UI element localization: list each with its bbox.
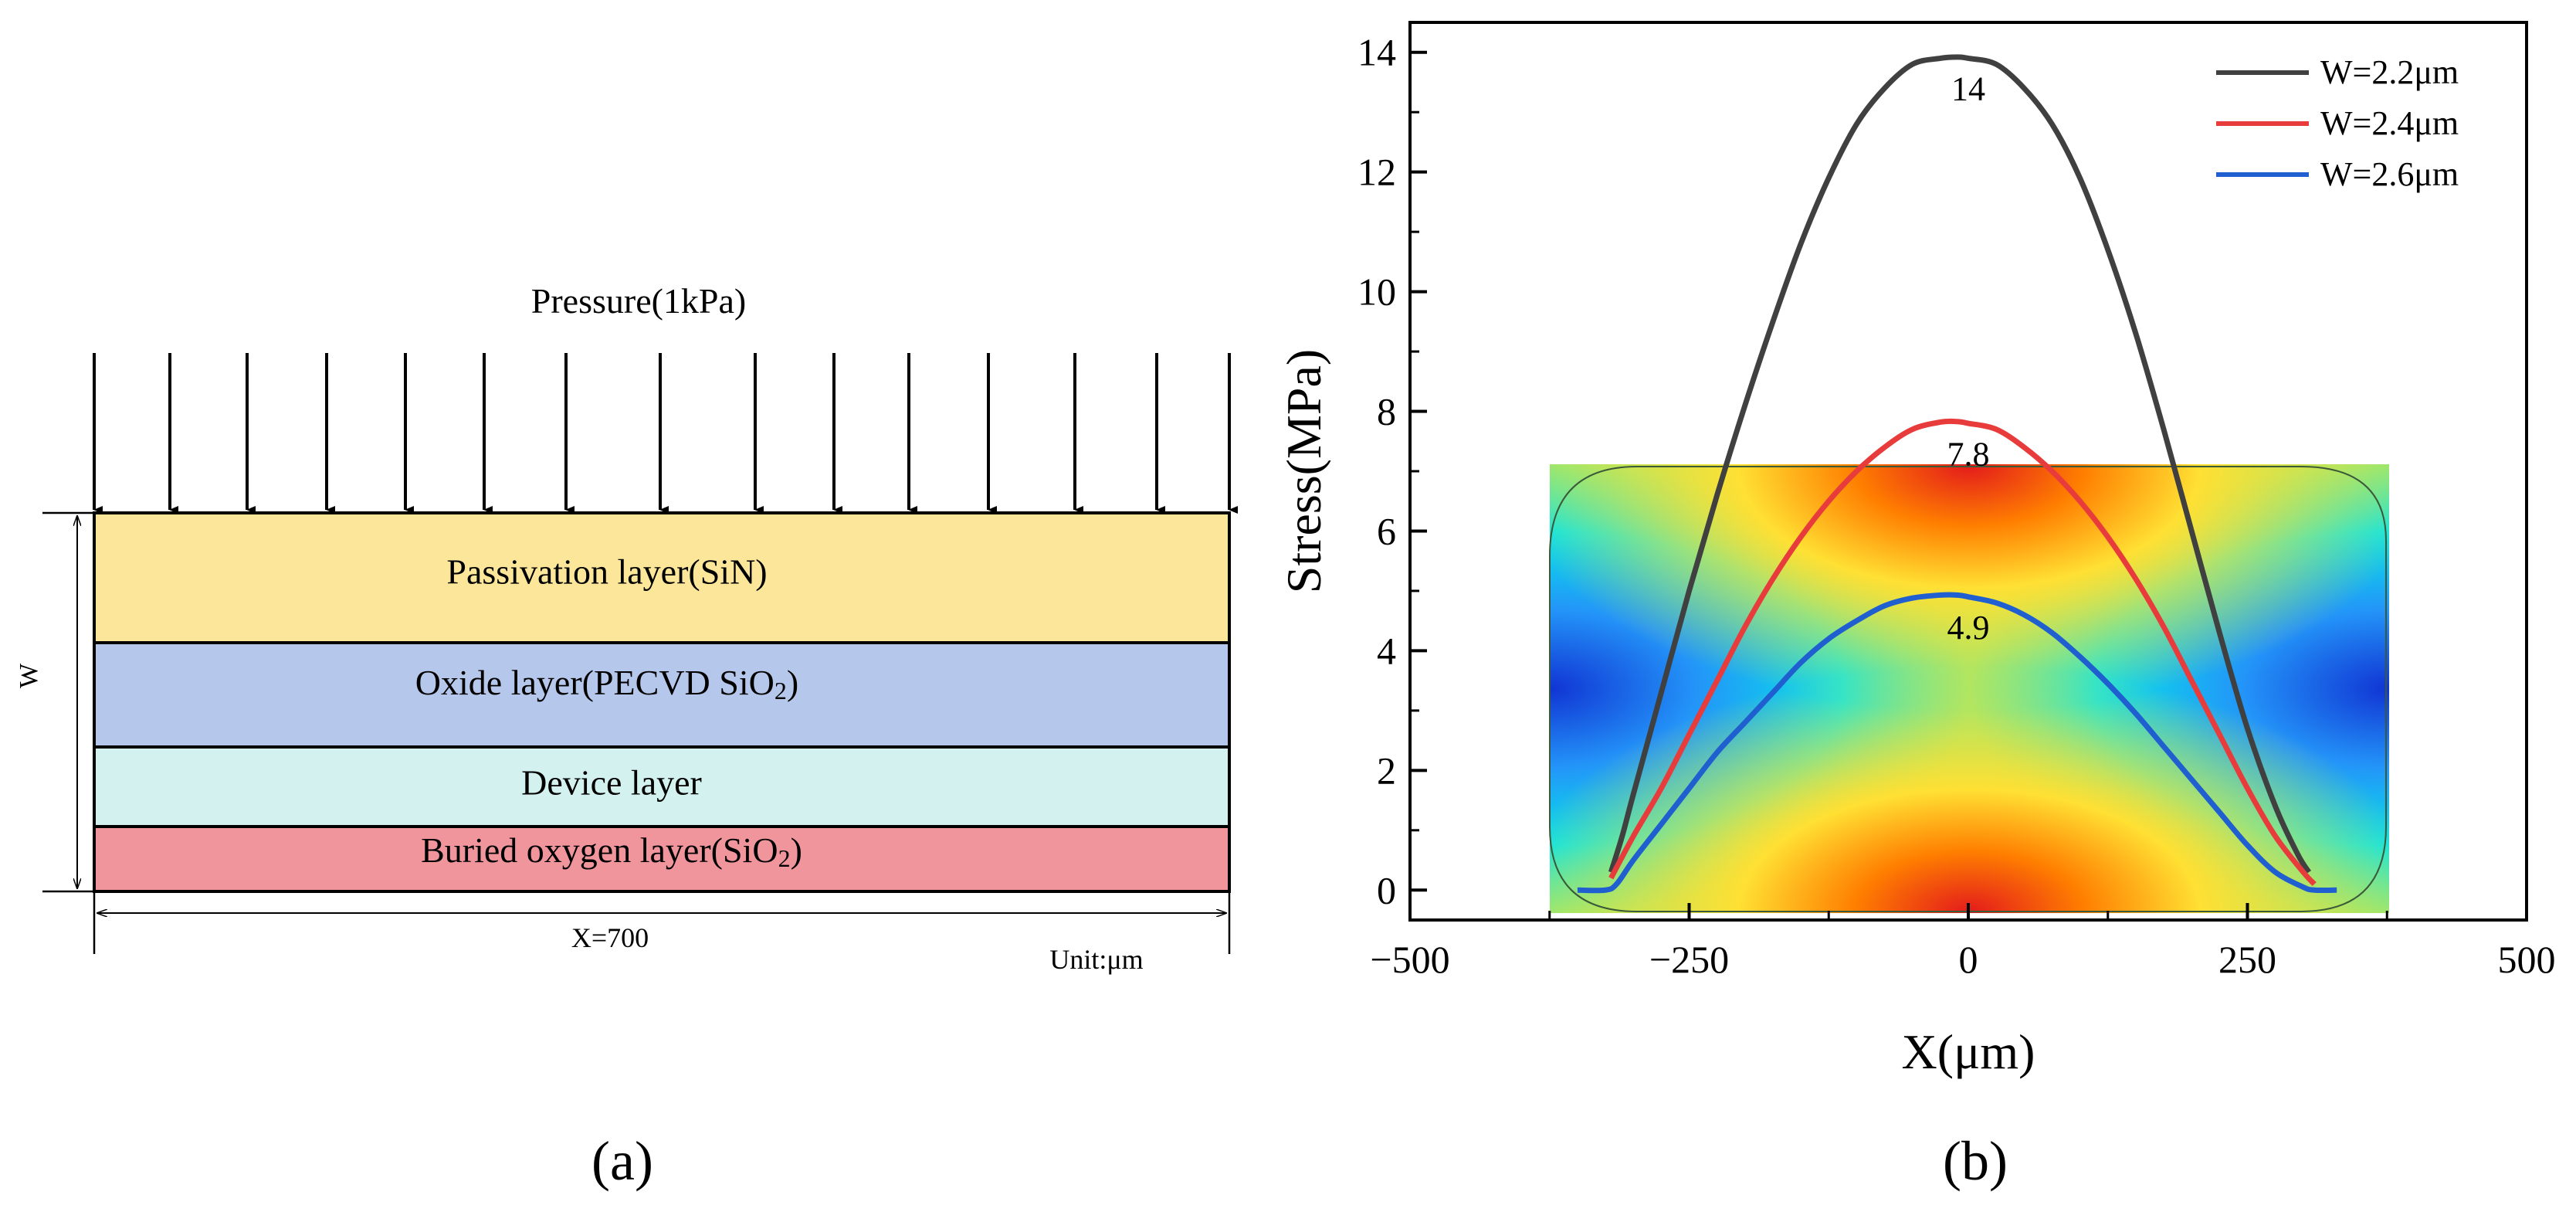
y-axis-label: Stress(MPa) bbox=[1276, 349, 1331, 593]
y-tick-label: 0 bbox=[1377, 868, 1396, 912]
layer-label: Passivation layer(SiN) bbox=[446, 552, 767, 592]
x-tick-label: 500 bbox=[2498, 938, 2556, 981]
series-line-2 bbox=[1608, 418, 2317, 886]
series-line-1 bbox=[1608, 54, 2312, 874]
y-tick-label: 6 bbox=[1377, 509, 1396, 552]
layer-rect bbox=[93, 511, 1231, 644]
y-tick-label: 4 bbox=[1377, 629, 1396, 672]
x-axis-label: X(μm) bbox=[1902, 1024, 2035, 1079]
caption-b: (b) bbox=[1943, 1130, 2008, 1192]
legend-entry-w22: W=2.2μm bbox=[2216, 53, 2459, 91]
unit-label: Unit:μm bbox=[1049, 944, 1143, 975]
x-tick-label: −250 bbox=[1649, 938, 1729, 981]
series-lines bbox=[1577, 54, 2337, 894]
x-tick-label: 0 bbox=[1959, 938, 1978, 981]
peak-annotation: 7.8 bbox=[1947, 435, 1990, 473]
legend-label: W=2.4μm bbox=[2320, 104, 2459, 142]
layer-rect bbox=[93, 641, 1231, 749]
pressure-arrows bbox=[93, 353, 1238, 514]
chart-b: −500 −250 0 250 500 0 2 4 6 8 10 12 14 14 7.8 4.9 W=2.… bbox=[1276, 21, 2556, 1192]
layer-label: Device layer bbox=[521, 763, 702, 803]
annotations: 14 7.8 4.9 bbox=[1947, 70, 1990, 647]
x-tick-label: 250 bbox=[2218, 938, 2276, 981]
layer-rect bbox=[93, 825, 1231, 893]
legend: W=2.2μm W=2.4μm W=2.6μm bbox=[2216, 53, 2459, 193]
peak-annotation: 14 bbox=[1951, 70, 1985, 108]
pressure-label: Pressure(1kPa) bbox=[531, 281, 747, 321]
y-tick-label: 14 bbox=[1357, 31, 1396, 74]
x-tick-label: −500 bbox=[1370, 938, 1449, 981]
y-tick-label: 2 bbox=[1377, 749, 1396, 792]
layer-passivation: Passivation layer(SiN) bbox=[93, 511, 1231, 644]
diagram-a: Pressure(1kPa) Passivation layer(SiN) Ox… bbox=[15, 281, 1238, 1192]
series-line-3 bbox=[1577, 592, 2337, 894]
y-tick-label: 10 bbox=[1357, 270, 1396, 314]
layer-buried-oxygen: Buried oxygen layer(SiO2) bbox=[93, 825, 1231, 893]
peak-annotation: 4.9 bbox=[1947, 609, 1990, 647]
legend-entry-w24: W=2.4μm bbox=[2216, 104, 2459, 142]
stress-contour-image bbox=[1549, 464, 2389, 913]
layer-device: Device layer bbox=[93, 745, 1231, 828]
x-label: X=700 bbox=[571, 922, 649, 953]
axis-ticks: −500 −250 0 250 500 0 2 4 6 8 10 12 14 bbox=[1357, 31, 2556, 981]
layer-label: Buried oxygen layer(SiO2) bbox=[421, 830, 802, 873]
w-label: W bbox=[15, 663, 43, 688]
legend-label: W=2.6μm bbox=[2320, 155, 2459, 193]
layer-oxide: Oxide layer(PECVD SiO2) bbox=[93, 641, 1231, 749]
layer-rect bbox=[93, 745, 1231, 828]
legend-label: W=2.2μm bbox=[2320, 53, 2459, 91]
layer-label: Oxide layer(PECVD SiO2) bbox=[415, 663, 798, 705]
y-tick-label: 12 bbox=[1357, 151, 1396, 194]
caption-a: (a) bbox=[591, 1130, 653, 1192]
y-tick-label: 8 bbox=[1377, 390, 1396, 433]
legend-entry-w26: W=2.6μm bbox=[2216, 155, 2459, 193]
